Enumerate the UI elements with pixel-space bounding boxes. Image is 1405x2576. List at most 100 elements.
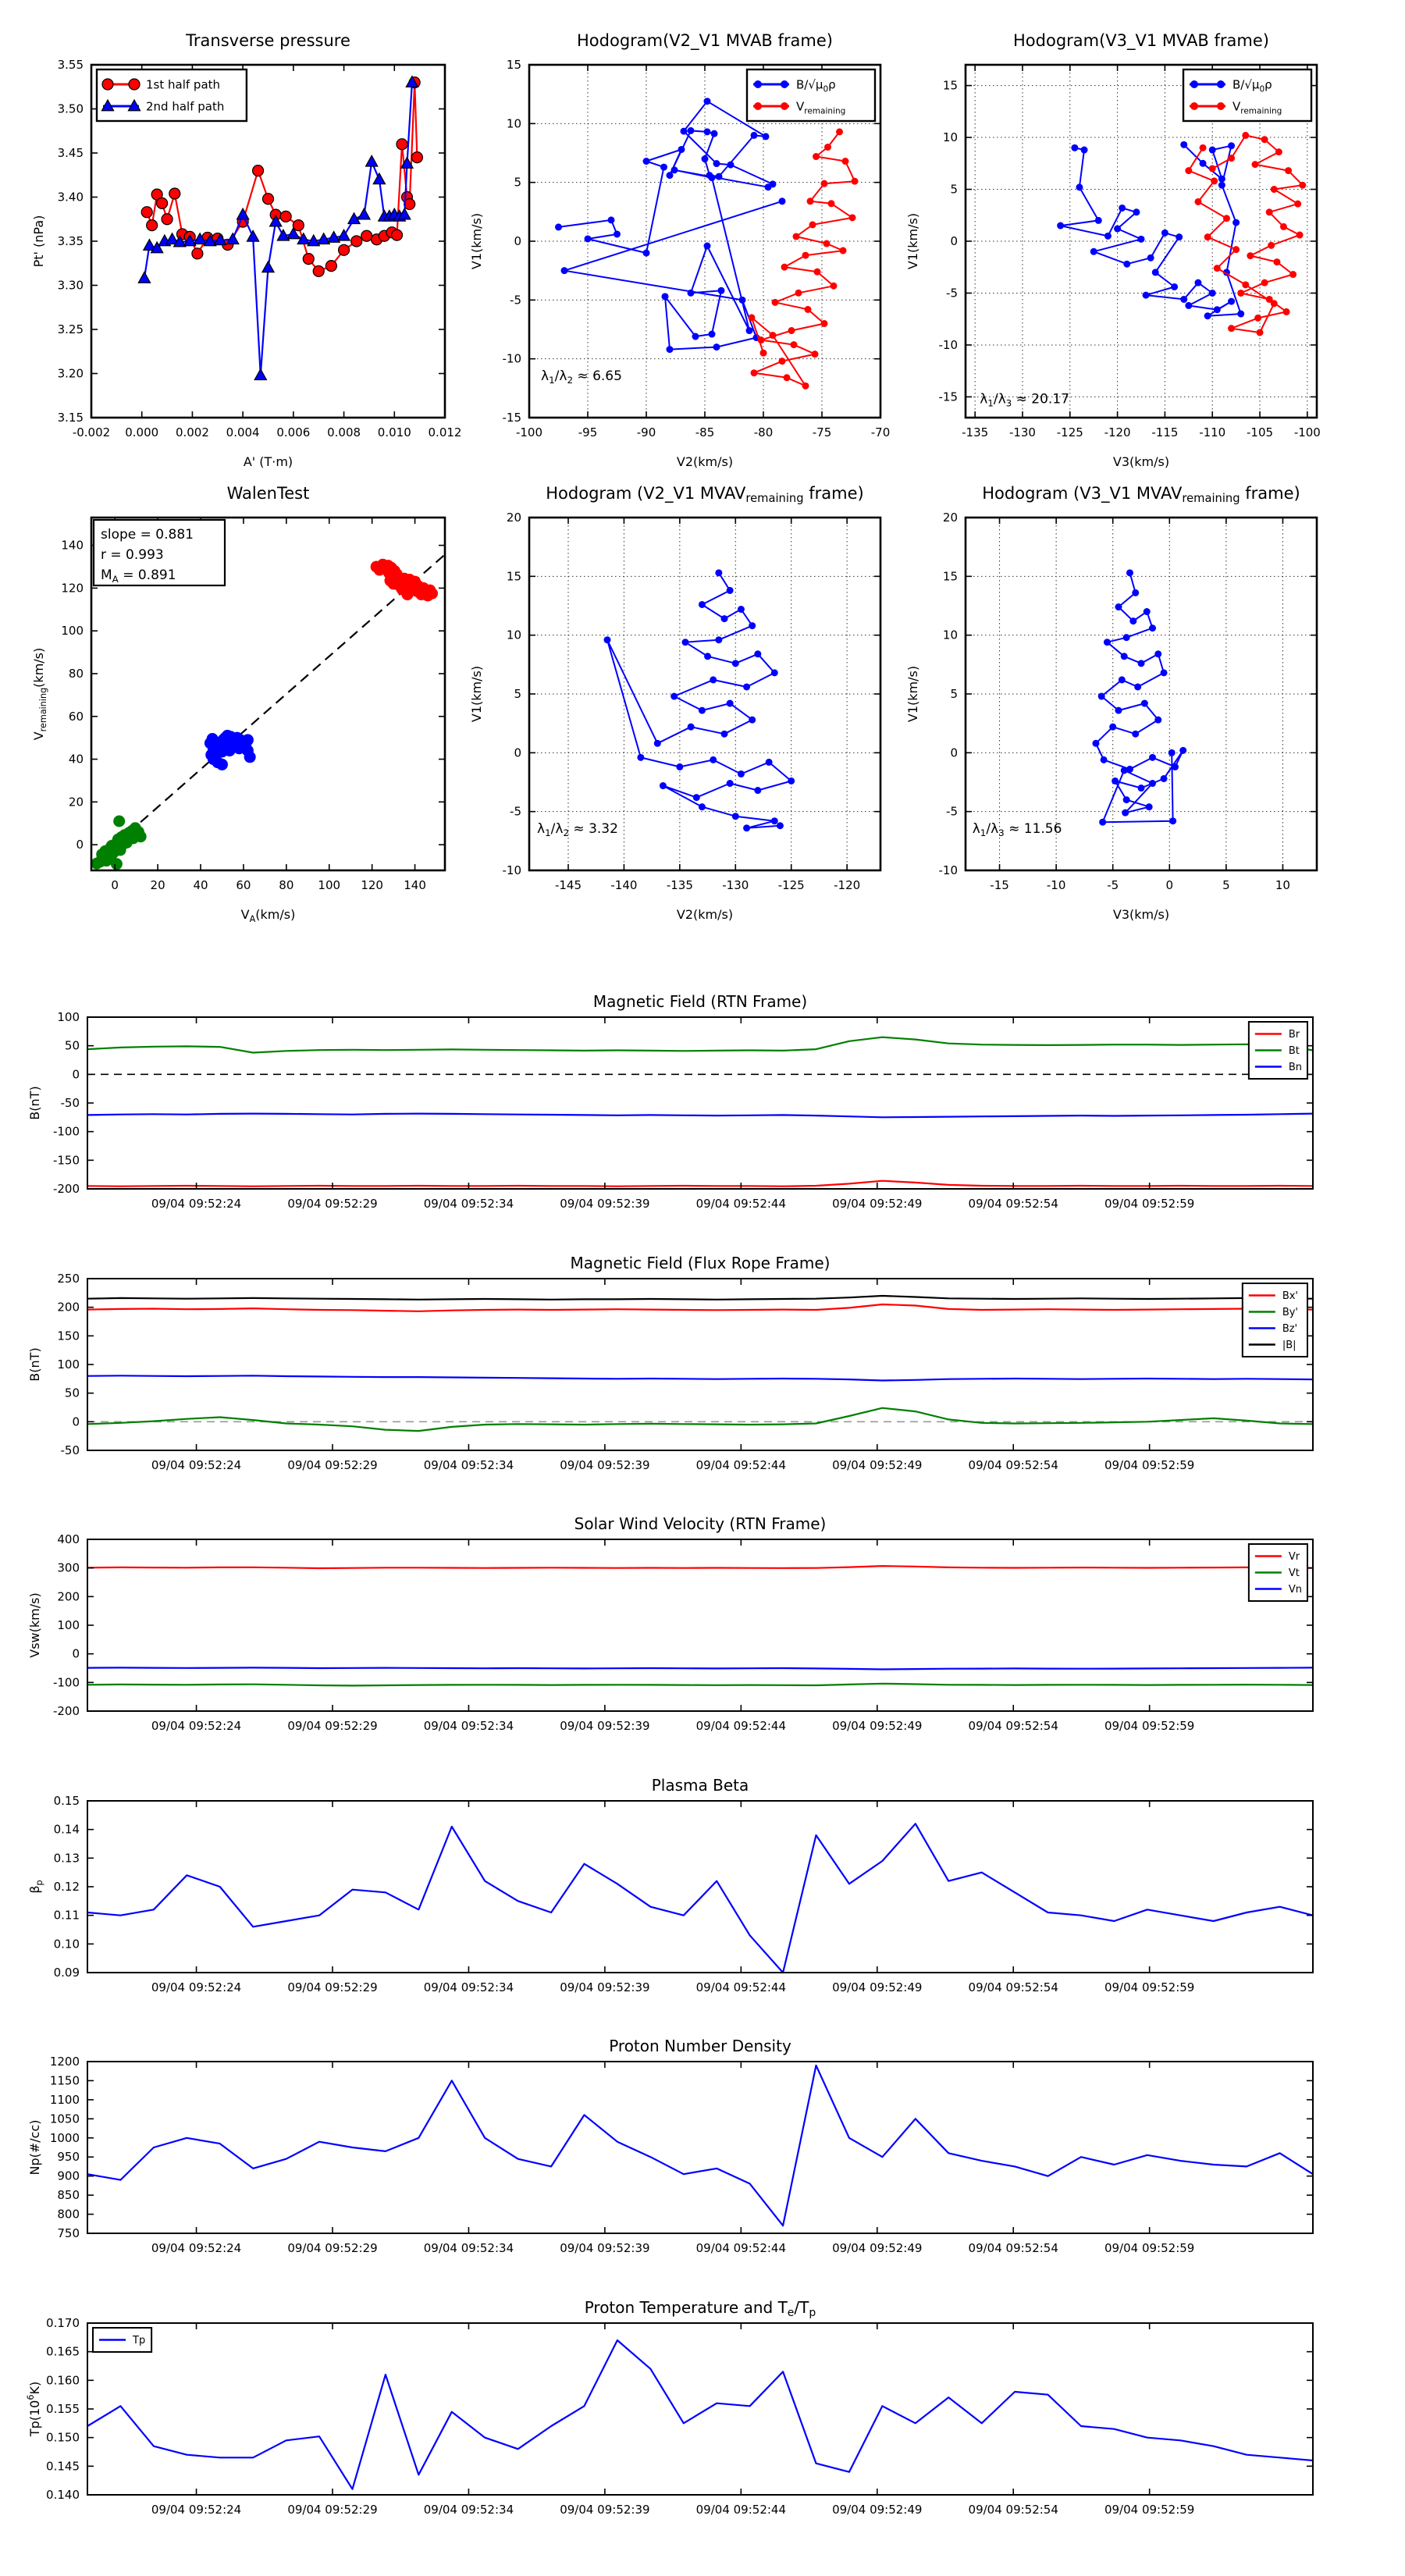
- x-tick-label: 0.008: [327, 425, 361, 439]
- x-tick-label: 5: [1222, 878, 1230, 892]
- y-tick-label: 10: [507, 116, 521, 130]
- chart-title: Hodogram(V3_V1 MVAB frame): [1013, 31, 1269, 51]
- x-tick-label: 09/04 09:52:39: [560, 1980, 649, 1994]
- x-tick-label: 09/04 09:52:44: [696, 1197, 786, 1211]
- y-tick-label: 0.11: [54, 1909, 80, 1923]
- x-axis-label: V2(km/s): [677, 907, 733, 922]
- y-tick-label: 150: [57, 1329, 80, 1343]
- chart-title: Hodogram (V3_V1 MVAVremaining​ frame): [982, 484, 1300, 505]
- y-axis-label: Vsw(km/s): [27, 1592, 42, 1657]
- x-tick-label: 09/04 09:52:59: [1104, 1719, 1194, 1733]
- y-tick-label: 250: [57, 1272, 80, 1286]
- x-tick-label: 80: [279, 878, 293, 892]
- y-axis-label: Tp(106​K): [26, 2382, 42, 2437]
- legend-entry: Tp: [99, 2335, 145, 2347]
- x-tick-label: 09/04 09:52:54: [969, 2241, 1058, 2255]
- series-Br: [87, 1179, 1314, 1187]
- x-tick-label: 09/04 09:52:24: [151, 1980, 241, 1994]
- chart-mag-fluxrope: 09/04 09:52:24 09/04 09:52:29 09/04 09:52:…: [27, 1254, 1314, 1472]
- y-tick-label: 100: [57, 1010, 80, 1024]
- y-tick-label: 0: [72, 1647, 80, 1661]
- x-tick-label: 09/04 09:52:24: [151, 1458, 241, 1472]
- y-axis-label: βp​: [27, 1880, 44, 1893]
- series-Bn: [87, 1112, 1314, 1119]
- x-tick-label: 10: [1275, 878, 1290, 892]
- x-tick-label: 09/04 09:52:24: [151, 2241, 241, 2255]
- y-axis-label: V1(km/s): [469, 213, 484, 269]
- chart-hodogram-v2v1-mvab: -100 -95 -90 -85 -80 -75 -70 -15 -10 -5 0 5 10 15 V2(k…: [469, 31, 890, 469]
- chart-title: Transverse pressure: [185, 31, 350, 50]
- x-axis-label: A' (T·m): [244, 454, 293, 469]
- legend: Br Bt Bn: [1247, 1021, 1309, 1080]
- y-tick-label: 0.10: [54, 1937, 80, 1951]
- x-axis-label: V3(km/s): [1113, 907, 1169, 922]
- chart-title: Hodogram (V2_V1 MVAVremaining​ frame): [546, 484, 863, 505]
- y-tick-label: 3.35: [58, 234, 84, 248]
- y-tick-label: 0.09: [54, 1966, 80, 1980]
- y-tick-label: -50: [61, 1443, 80, 1457]
- y-tick-label: 120: [61, 581, 84, 595]
- x-tick-label: 100: [318, 878, 340, 892]
- legend-entry: |B|: [1248, 1340, 1297, 1351]
- chart-mag-rtn: 09/04 09:52:24 09/04 09:52:29 09/04 09:52:…: [27, 992, 1314, 1211]
- legend-box: [1182, 68, 1313, 123]
- legend-label: Tp: [132, 2335, 145, 2347]
- x-tick-label: -100: [516, 425, 542, 439]
- x-tick-label: 140: [404, 878, 426, 892]
- y-tick-label: 950: [57, 2150, 80, 2164]
- legend-entry: Bz': [1248, 1323, 1297, 1335]
- y-axis-label: Pt' (nPa): [31, 215, 46, 268]
- y-tick-label: -50: [61, 1096, 80, 1110]
- y-tick-label: -15: [503, 411, 522, 425]
- chart-title: WalenTest: [227, 484, 310, 503]
- y-axis-label: B(nT): [27, 1347, 42, 1381]
- x-tick-label: 0: [111, 878, 119, 892]
- series-Vn: [87, 1667, 1314, 1670]
- x-tick-label: -5: [1107, 878, 1119, 892]
- y-tick-label: 100: [57, 1618, 80, 1632]
- chart-hodogram-v2v1-mvav: -145 -140 -135 -130 -125 -120 -10 -5 0 5 10 15 20 V2(…: [469, 484, 882, 922]
- y-tick-label: 200: [57, 1300, 80, 1315]
- x-tick-label: 0: [1166, 878, 1174, 892]
- x-tick-label: -110: [1199, 425, 1225, 439]
- x-tick-label: -125: [778, 878, 805, 892]
- y-tick-label: 15: [507, 58, 521, 72]
- x-tick-label: 60: [236, 878, 251, 892]
- series-Np: [87, 2064, 1314, 2227]
- axes-frame: [90, 516, 446, 872]
- y-tick-label: 5: [950, 687, 958, 701]
- x-tick-label: 09/04 09:52:49: [832, 2241, 922, 2255]
- y-tick-label: -5: [946, 286, 958, 300]
- legend-label: Bt: [1289, 1045, 1300, 1057]
- y-tick-label: -10: [939, 863, 959, 877]
- x-tick-label: 09/04 09:52:24: [151, 1197, 241, 1211]
- y-tick-label: 0.165: [46, 2345, 80, 2359]
- y-tick-label: 1100: [50, 2093, 80, 2107]
- series-cluster-3: [370, 558, 439, 602]
- y-tick-label: 50: [65, 1386, 80, 1400]
- y-axis-label: B(nT): [27, 1086, 42, 1119]
- x-tick-label: -130: [722, 878, 749, 892]
- y-tick-label: 0: [950, 234, 958, 248]
- x-tick-label: 09/04 09:52:44: [696, 2503, 786, 2517]
- y-tick-label: 900: [57, 2169, 80, 2183]
- y-tick-label: 200: [57, 1589, 80, 1603]
- chart-title: Magnetic Field (Flux Rope Frame): [571, 1254, 831, 1272]
- x-tick-label: 09/04 09:52:24: [151, 2503, 241, 2517]
- legend-entry: Bx': [1248, 1290, 1298, 1302]
- x-tick-label: 09/04 09:52:44: [696, 2241, 786, 2255]
- y-tick-label: -15: [939, 390, 959, 404]
- legend-entry: By': [1248, 1307, 1298, 1318]
- y-tick-label: 20: [943, 511, 958, 525]
- x-tick-label: -105: [1247, 425, 1273, 439]
- x-tick-label: 09/04 09:52:59: [1104, 1980, 1194, 1994]
- chart-walen-test: 0 20 40 60 80 100 120 140 0 20 40 60 80 100 120 140 VA​(…: [31, 484, 446, 924]
- series-Bx': [87, 1303, 1314, 1312]
- legend: B/√μ0​ρ Vremaining​: [745, 68, 877, 123]
- x-tick-label: 09/04 09:52:59: [1104, 1458, 1194, 1472]
- x-tick-label: 09/04 09:52:34: [424, 1197, 514, 1211]
- x-tick-label: 09/04 09:52:29: [287, 1197, 377, 1211]
- x-tick-label: 120: [361, 878, 383, 892]
- legend-label: Vn: [1289, 1584, 1302, 1596]
